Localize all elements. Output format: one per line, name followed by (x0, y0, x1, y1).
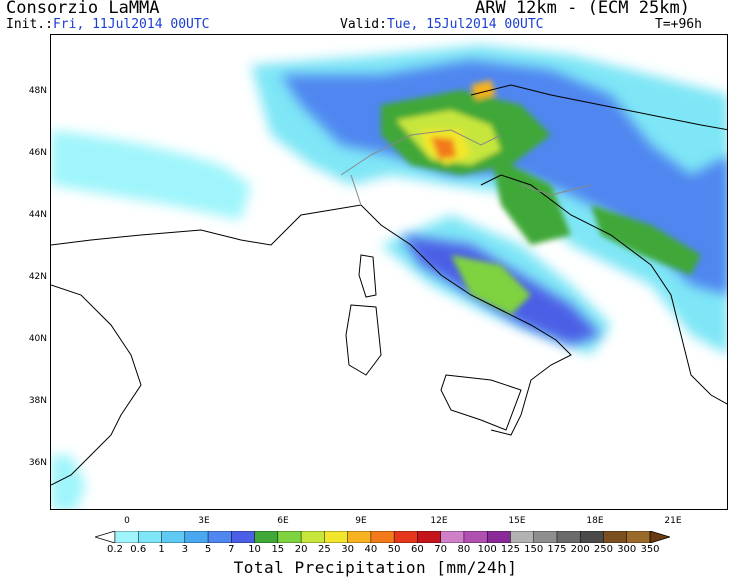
colorbar-title: Total Precipitation [mm/24h] (233, 558, 518, 577)
lon-label-6e: 6E (277, 516, 289, 526)
colorbar-swatch (207, 531, 233, 543)
lon-label-21e: 21E (664, 516, 682, 526)
colorbar-swatch (417, 531, 442, 543)
colorbar-swatch (556, 531, 581, 543)
colorbar-under-arrow (95, 531, 116, 543)
colorbar-swatch (277, 531, 302, 543)
colorbar-level-label: 5 (204, 544, 212, 555)
colorbar-swatch (533, 531, 558, 543)
model-title: ARW 12km - (ECM 25km) (475, 0, 690, 18)
lon-label-0: 0 (124, 516, 130, 526)
colorbar-swatch (626, 531, 651, 543)
colorbar-swatch (254, 531, 279, 543)
init-label: Init.: (6, 17, 53, 32)
lat-label-48n: 48N (28, 86, 47, 96)
lon-label-15e: 15E (508, 516, 526, 526)
coastlines (51, 84, 727, 486)
colorbar-swatch (463, 531, 488, 543)
colorbar-swatch (161, 531, 186, 543)
colorbar-level-label: 350 (640, 544, 660, 555)
precip-heavy (381, 80, 701, 315)
colorbar-swatch (184, 531, 209, 543)
colorbar-level-label: 125 (500, 544, 520, 555)
colorbar-level-label: 10 (248, 544, 261, 555)
lon-label-9e: 9E (355, 516, 367, 526)
colorbar-level-label: 100 (477, 544, 497, 555)
colorbar-level-label: 3 (181, 544, 188, 555)
colorbar-level-label: 20 (294, 544, 308, 555)
lat-label-46n: 46N (28, 148, 47, 158)
colorbar-swatch (300, 531, 326, 543)
colorbar-swatch (370, 531, 395, 543)
precip-colorbar (95, 531, 670, 543)
colorbar-swatch (579, 531, 605, 543)
lat-label-40n: 40N (28, 334, 47, 344)
colorbar-swatch (440, 531, 465, 543)
lat-label-36n: 36N (28, 458, 47, 468)
colorbar-swatch (486, 531, 512, 543)
valid-time: Valid:Tue, 15Jul2014 00UTC (340, 17, 544, 32)
colorbar-level-label: 0.6 (130, 544, 147, 555)
valid-label: Valid: (340, 17, 387, 32)
lat-label-38n: 38N (28, 396, 47, 406)
colorbar-level-label: 30 (341, 544, 354, 555)
lat-label-44n: 44N (28, 210, 47, 220)
colorbar-level-label: 40 (364, 544, 378, 555)
colorbar-level-label: 25 (317, 544, 331, 555)
lat-label-42n: 42N (28, 272, 47, 282)
org-title: Consorzio LaMMA (6, 0, 160, 18)
colorbar-swatch (510, 531, 535, 543)
init-time: Init.:Fri, 11Jul2014 00UTC (6, 17, 210, 32)
colorbar-level-label: 80 (457, 544, 471, 555)
colorbar-level-label: 250 (593, 544, 614, 555)
map-canvas (51, 45, 727, 509)
lon-label-3e: 3E (198, 516, 210, 526)
colorbar-level-label: 70 (434, 544, 448, 555)
forecast-step: T=+96h (655, 17, 702, 32)
colorbar-over-arrow (649, 531, 670, 543)
precipitation-map (50, 34, 728, 510)
init-value: Fri, 11Jul2014 00UTC (52, 17, 210, 32)
colorbar-swatch (114, 531, 140, 543)
colorbar-level-label: 50 (387, 544, 401, 555)
colorbar-swatch (138, 531, 163, 543)
colorbar-level-label: 300 (617, 544, 637, 555)
colorbar-swatch (231, 531, 256, 543)
colorbar-swatch (347, 531, 372, 543)
colorbar-level-label: 150 (524, 544, 544, 555)
colorbar-level-label: 1 (158, 544, 165, 555)
lon-label-18e: 18E (586, 516, 604, 526)
colorbar-level-label: 15 (271, 544, 285, 555)
lon-label-12e: 12E (430, 516, 448, 526)
colorbar-swatch (324, 531, 349, 543)
colorbar-swatch (393, 531, 419, 543)
colorbar-level-label: 175 (547, 544, 567, 555)
country-borders (340, 129, 592, 206)
colorbar-level-label: 0.2 (107, 544, 123, 555)
colorbar-swatch (603, 531, 628, 543)
colorbar-level-label: 200 (570, 544, 590, 555)
colorbar-level-label: 60 (411, 544, 424, 555)
colorbar-level-label: 7 (228, 544, 235, 555)
valid-value: Tue, 15Jul2014 00UTC (386, 17, 544, 32)
